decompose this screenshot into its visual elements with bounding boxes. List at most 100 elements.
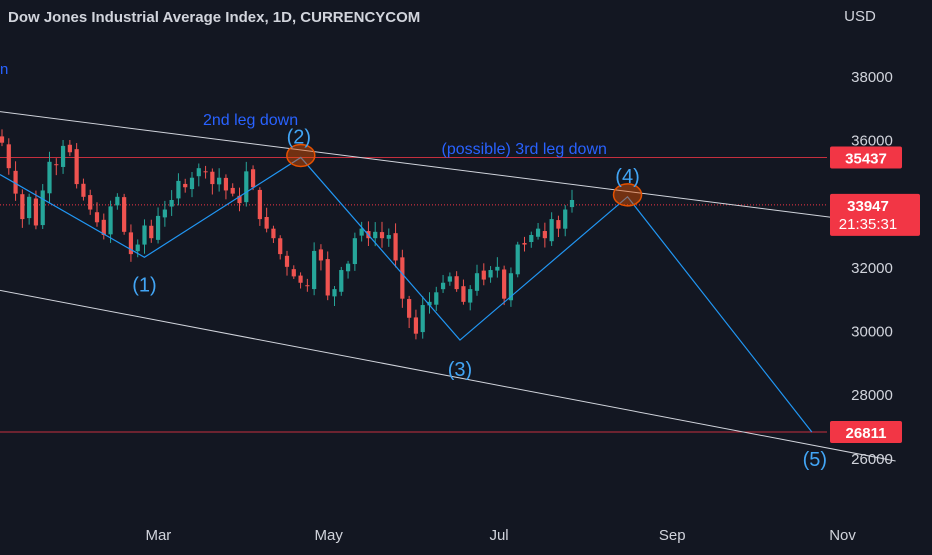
price-tick-label: 32000 [851, 260, 893, 277]
date-tick-label: Sep [659, 527, 686, 544]
wave-label: (2) [287, 126, 311, 148]
price-tick-label: 30000 [851, 324, 893, 341]
pivot-circle-4 [612, 183, 643, 207]
candle-body [481, 270, 486, 280]
candle-body [332, 289, 337, 297]
candle-body [400, 257, 405, 299]
candle-body [94, 212, 100, 223]
candle-body [40, 190, 45, 226]
candle-body [542, 231, 547, 239]
date-tick-label: Jul [489, 527, 508, 544]
price-tick-label: 36000 [851, 133, 893, 150]
candle-body [250, 169, 256, 188]
pivot-circle-2 [286, 143, 316, 168]
date-tick-label: Nov [829, 527, 856, 544]
candle-body [54, 164, 59, 166]
candle-body [176, 180, 181, 199]
candle-body [305, 285, 310, 287]
candle-body [468, 289, 473, 303]
candle-body [447, 276, 452, 282]
candle-body [291, 269, 296, 277]
candle-body [359, 228, 364, 236]
candle-body [278, 238, 283, 255]
candle-body [325, 259, 330, 296]
wave-label: (3) [448, 359, 472, 381]
candle-body [318, 249, 324, 261]
candle-body [189, 177, 195, 190]
candle-body [413, 317, 419, 334]
candle-body [556, 220, 561, 229]
candle-body [60, 145, 66, 167]
annotation-text: (possible) 3rd leg down [441, 141, 606, 158]
level-price-text: 35437 [845, 150, 887, 167]
candle-body [271, 228, 276, 239]
candle-body [223, 177, 229, 191]
candle-body [135, 244, 140, 252]
candle-body [407, 299, 412, 318]
candle-body [47, 161, 52, 194]
candle-body [284, 255, 290, 267]
candle-body [149, 225, 154, 239]
candle-body [122, 197, 127, 232]
wave-label: (5) [803, 449, 827, 471]
elliott-wave-line [0, 156, 813, 433]
chart-title: Dow Jones Industrial Average Index, 1D, … [8, 9, 421, 26]
candle-body [345, 263, 351, 272]
candle-body [502, 269, 507, 299]
candle-body [108, 206, 113, 235]
candle-body [440, 282, 446, 290]
level-price-badge [830, 421, 902, 444]
countdown-text: 21:35:31 [839, 216, 897, 233]
candle-body [13, 170, 18, 194]
candle-body [535, 228, 541, 237]
channel-line-upper [0, 111, 896, 226]
candle-body [237, 195, 242, 204]
date-tick-label: Mar [145, 527, 171, 544]
candle-body [427, 301, 432, 306]
current-price-text: 33947 [847, 198, 889, 215]
candle-body [162, 209, 167, 218]
candle-body [20, 194, 25, 220]
candle-body [454, 276, 459, 290]
candle-body [339, 270, 344, 292]
candle-body [549, 219, 554, 242]
candle-body [393, 233, 398, 261]
price-tick-label: 28000 [851, 387, 893, 404]
candle-body [488, 270, 493, 278]
candle-body [257, 189, 262, 220]
candle-body [142, 225, 147, 245]
candle-body [81, 183, 86, 197]
candle-body [27, 196, 32, 219]
candle-body [420, 305, 425, 333]
candle-body [508, 273, 514, 301]
cut-off-label: n [0, 61, 9, 78]
candle-body [230, 187, 235, 194]
candle-body [101, 219, 106, 236]
currency-label: USD [844, 8, 876, 25]
channel-line-lower [0, 289, 896, 462]
annotation-text: 2nd leg down [203, 112, 298, 129]
candle-body [128, 232, 134, 255]
candle-body [217, 177, 222, 185]
candle-body [155, 215, 161, 240]
candle-body [529, 235, 534, 243]
candle-body [203, 171, 208, 173]
level-price-text: 26811 [846, 425, 887, 442]
candle-body [0, 136, 5, 143]
candle-body [515, 244, 520, 275]
candle-body [312, 250, 317, 290]
candle-body [74, 149, 79, 185]
candle-body [373, 231, 378, 239]
candle-body [474, 273, 480, 291]
candle-body [461, 286, 466, 302]
level-price-badge [830, 146, 902, 169]
wave-label: (1) [132, 274, 156, 296]
candle-body [386, 235, 391, 239]
candle-body [67, 144, 72, 153]
candle-body [522, 243, 527, 245]
candle-body [169, 199, 174, 207]
date-tick-label: May [315, 527, 344, 544]
candle-body [196, 168, 201, 177]
